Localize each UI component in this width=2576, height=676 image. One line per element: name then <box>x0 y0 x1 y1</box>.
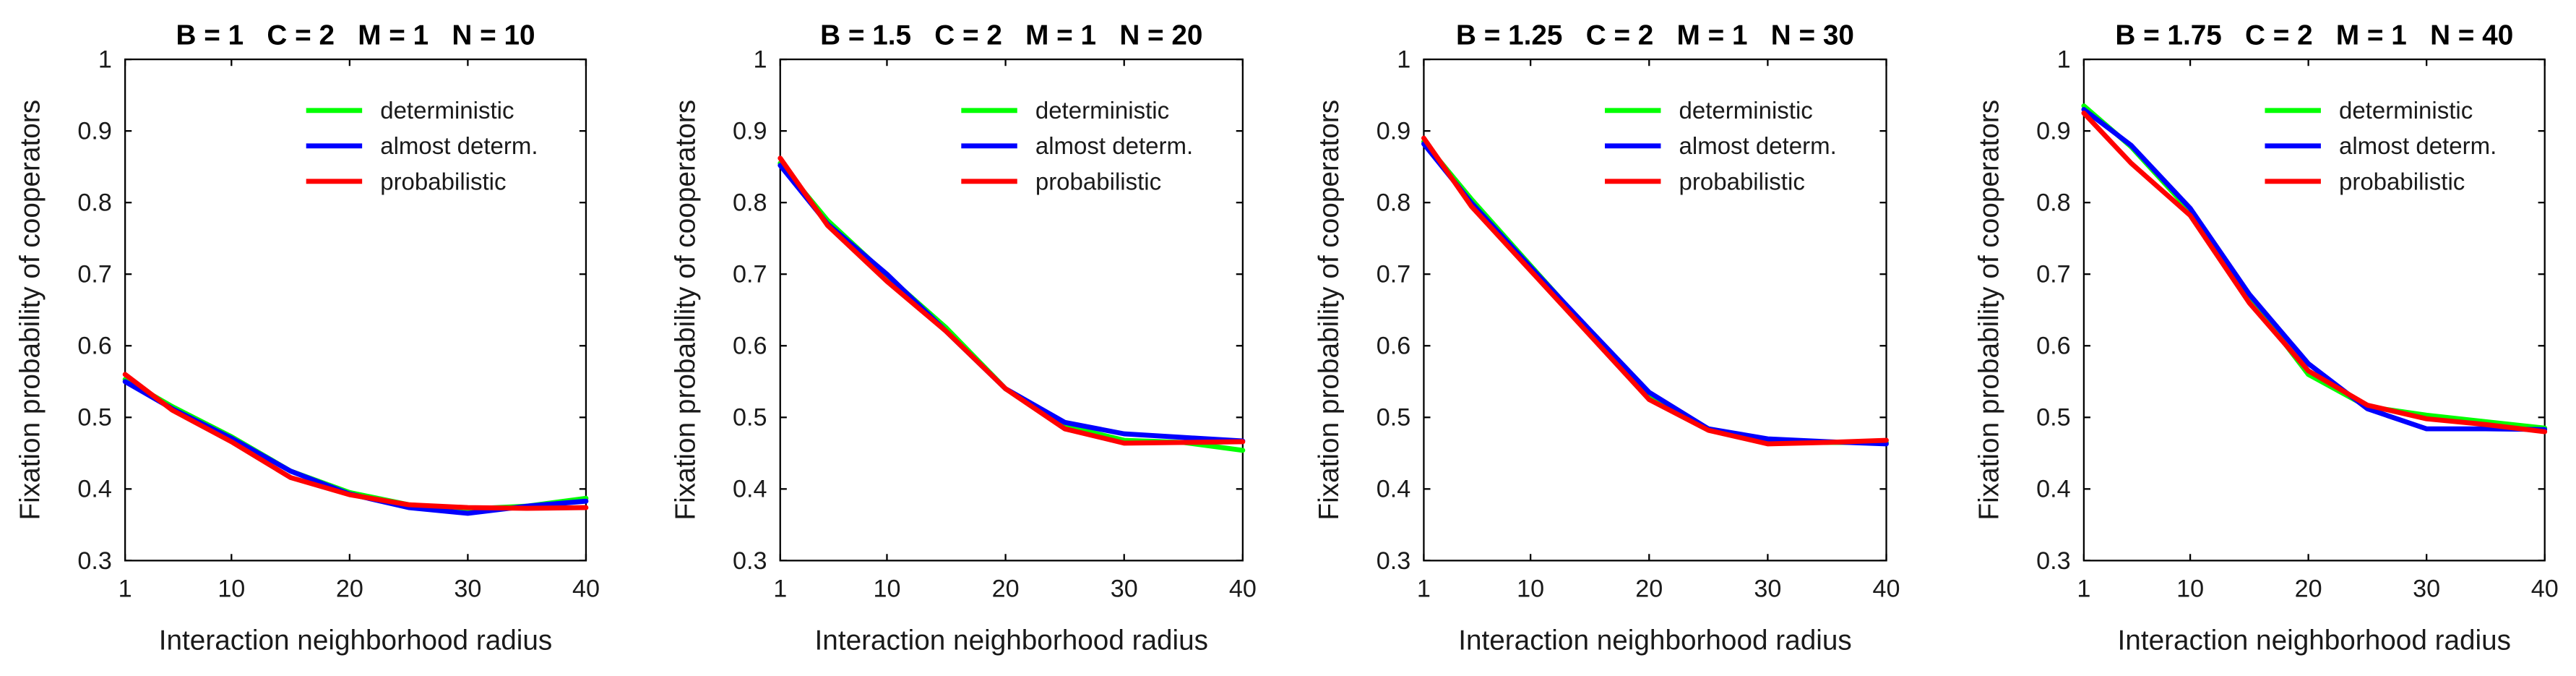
y-axis-label: Fixation probability of cooperators <box>1314 100 1345 521</box>
legend-label: deterministic <box>380 98 514 124</box>
y-tick-label: 0.8 <box>1377 189 1410 217</box>
x-tick-label: 30 <box>454 576 481 603</box>
chart-title: B = 1 C = 2 M = 1 N = 10 <box>176 20 535 51</box>
series-line-probabilistic <box>777 155 1246 446</box>
legend-label: almost determ. <box>2339 133 2497 160</box>
y-tick-label: 0.7 <box>733 261 767 288</box>
x-tick-label: 10 <box>1517 576 1544 603</box>
y-tick-label: 0.7 <box>77 261 111 288</box>
x-tick-label: 1 <box>1417 576 1431 603</box>
y-tick-label: 0.5 <box>2036 404 2070 432</box>
x-tick-label: 30 <box>1754 576 1781 603</box>
legend-label: probabilistic <box>1035 168 1161 195</box>
x-tick-label: 40 <box>1873 576 1900 603</box>
x-tick-label: 1 <box>119 576 132 603</box>
y-tick-label: 0.9 <box>733 118 767 145</box>
y-tick-label: 0.9 <box>1377 118 1410 145</box>
legend-label: almost determ. <box>1035 133 1193 160</box>
y-axis-label: Fixation probability of cooperators <box>1973 100 2004 521</box>
x-axis-label: Interaction neighborhood radius <box>159 625 553 656</box>
y-tick-label: 0.8 <box>2036 189 2070 217</box>
y-tick-label: 1 <box>2057 46 2071 73</box>
chart-panel-3: 1 10 20 30 40 0.3 0.4 0.5 0.6 0.7 0.8 0.9 1 B = 1.25 … <box>1314 20 1900 656</box>
chart-title: B = 1.75 C = 2 M = 1 N = 40 <box>2115 20 2513 51</box>
series-line-probabilistic <box>1421 135 1889 447</box>
x-tick-label: 20 <box>1635 576 1663 603</box>
y-tick-label: 0.3 <box>2036 547 2070 575</box>
legend-label: almost determ. <box>1679 133 1837 160</box>
y-tick-label: 0.4 <box>733 476 767 503</box>
y-tick-label: 0.6 <box>2036 333 2070 360</box>
plot-area-frame <box>779 58 1244 562</box>
legend-label: probabilistic <box>2339 168 2465 195</box>
y-tick-label: 1 <box>754 46 767 73</box>
y-tick-label: 0.5 <box>733 404 767 432</box>
series-line-probabilistic <box>2081 110 2548 435</box>
chart-title: B = 1.5 C = 2 M = 1 N = 20 <box>820 20 1202 51</box>
y-axis-label: Fixation probability of cooperators <box>670 100 701 521</box>
y-axis-label: Fixation probability of cooperators <box>15 100 46 521</box>
x-tick-label: 10 <box>2176 576 2204 603</box>
y-tick-label: 0.4 <box>1377 476 1410 503</box>
x-tick-label: 20 <box>2295 576 2322 603</box>
y-tick-label: 0.6 <box>77 333 111 360</box>
y-tick-label: 0.9 <box>2036 118 2070 145</box>
x-axis-label: Interaction neighborhood radius <box>815 625 1209 656</box>
legend-label: probabilistic <box>380 168 506 195</box>
legend-label: probabilistic <box>1679 168 1805 195</box>
x-tick-label: 40 <box>1229 576 1257 603</box>
x-tick-label: 20 <box>336 576 363 603</box>
series-line-probabilistic <box>122 372 589 511</box>
y-tick-label: 0.4 <box>2036 476 2070 503</box>
y-tick-label: 0.6 <box>733 333 767 360</box>
x-tick-label: 10 <box>217 576 245 603</box>
x-axis-label: Interaction neighborhood radius <box>2118 625 2512 656</box>
chart-panel-4: 1 10 20 30 40 0.3 0.4 0.5 0.6 0.7 0.8 0.9 1 B = 1.75 … <box>1973 20 2558 656</box>
legend-label: almost determ. <box>380 133 538 160</box>
x-tick-label: 1 <box>773 576 787 603</box>
chart-panel-2: 1 10 20 30 40 0.3 0.4 0.5 0.6 0.7 0.8 0.9 1 B = 1.5 C… <box>670 20 1257 656</box>
y-tick-label: 0.5 <box>1377 404 1410 432</box>
x-tick-label: 1 <box>2077 576 2090 603</box>
y-tick-label: 0.4 <box>77 476 111 503</box>
chart-panel-1: 1 10 20 30 40 0.3 0.4 0.5 0.6 0.7 0.8 0.9 1 B = 1 C =… <box>15 20 600 656</box>
legend-label: deterministic <box>1679 98 1813 124</box>
y-tick-label: 0.3 <box>77 547 111 575</box>
x-tick-label: 40 <box>572 576 600 603</box>
plot-area-frame <box>2082 58 2546 562</box>
legend-label: deterministic <box>1035 98 1169 124</box>
x-tick-label: 20 <box>992 576 1020 603</box>
chart-title: B = 1.25 C = 2 M = 1 N = 30 <box>1456 20 1854 51</box>
y-tick-label: 0.8 <box>733 189 767 217</box>
plot-area-frame <box>124 58 587 562</box>
y-tick-label: 0.3 <box>1377 547 1410 575</box>
legend-label: deterministic <box>2339 98 2473 124</box>
y-tick-label: 0.8 <box>77 189 111 217</box>
y-tick-label: 0.5 <box>77 404 111 432</box>
y-tick-label: 0.7 <box>1377 261 1410 288</box>
y-tick-label: 1 <box>1397 46 1410 73</box>
y-tick-label: 0.3 <box>733 547 767 575</box>
x-axis-label: Interaction neighborhood radius <box>1458 625 1852 656</box>
x-tick-label: 30 <box>1111 576 1138 603</box>
x-tick-label: 30 <box>2413 576 2440 603</box>
y-tick-label: 0.9 <box>77 118 111 145</box>
y-tick-label: 1 <box>98 46 112 73</box>
x-tick-label: 10 <box>873 576 900 603</box>
y-tick-label: 0.6 <box>1377 333 1410 360</box>
y-tick-label: 0.7 <box>2036 261 2070 288</box>
plot-area-frame <box>1423 58 1887 562</box>
series-line-almost-determ <box>2081 107 2548 432</box>
x-tick-label: 40 <box>2531 576 2559 603</box>
